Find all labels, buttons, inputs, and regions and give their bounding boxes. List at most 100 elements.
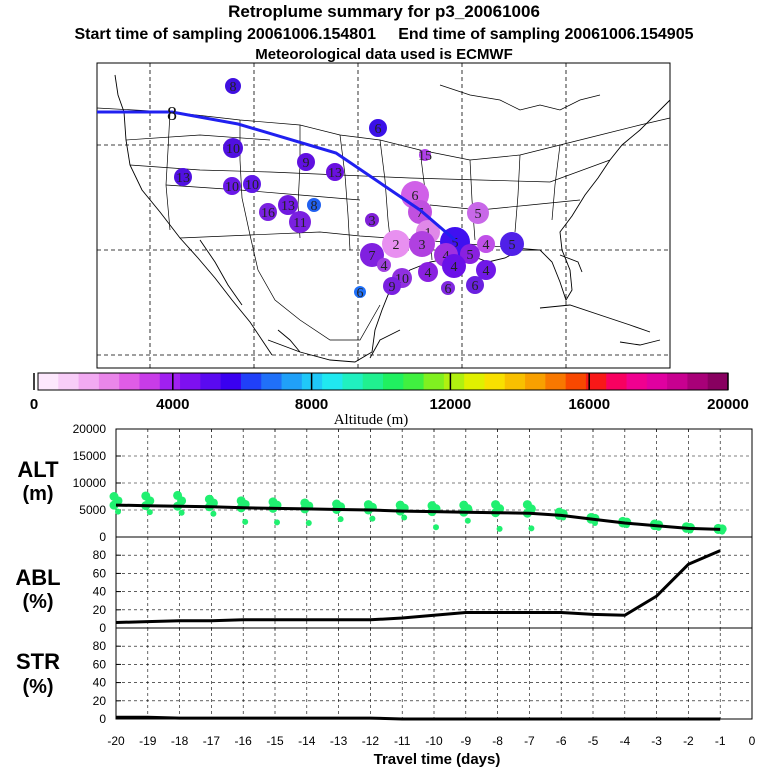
plume-marker <box>460 244 480 264</box>
plume-marker <box>289 211 311 233</box>
alt-particle-point <box>305 519 312 526</box>
x-axis-label: Travel time (days) <box>374 751 501 768</box>
x-tick-label: -2 <box>683 734 694 748</box>
plume-marker <box>243 175 261 193</box>
x-tick-label: -20 <box>107 734 125 748</box>
colorbar-tick-label: 8000 <box>295 396 328 413</box>
x-tick-label: -7 <box>524 734 535 748</box>
plume-marker-label: 6 <box>375 122 382 137</box>
colorbar-cell <box>200 373 222 390</box>
x-tick-label: -1 <box>715 734 726 748</box>
colorbar-cell <box>626 373 648 390</box>
plume-marker-label: 2 <box>393 238 400 253</box>
alt-particle-point <box>401 514 408 521</box>
plume-marker-label: 6 <box>412 189 419 204</box>
plume-marker <box>441 281 455 295</box>
plume-marker-label: 15 <box>418 149 432 164</box>
plume-marker-label: 4 <box>381 259 388 274</box>
colorbar-cell <box>159 373 181 390</box>
plume-marker-label: 5 <box>509 238 516 253</box>
plume-marker-label: 4 <box>425 266 432 281</box>
colorbar-cell <box>261 373 283 390</box>
map-borders <box>96 84 671 341</box>
plume-marker-label: 8 <box>230 80 237 95</box>
alt-particle-point <box>115 508 121 515</box>
colorbar-cell <box>443 373 465 390</box>
plume-marker <box>354 286 366 298</box>
x-tick-label: -6 <box>556 734 567 748</box>
plume-marker-label: 7 <box>417 206 424 221</box>
plume-marker <box>360 243 384 267</box>
plume-marker <box>476 260 496 280</box>
chart-title: Retroplume summary for p3_20061006 <box>228 2 540 21</box>
plume-marker <box>377 258 391 272</box>
y-tick-label: 60 <box>93 566 107 580</box>
alt-particle-point <box>369 515 376 522</box>
x-tick-label: 0 <box>749 734 756 748</box>
plume-marker-label: 5 <box>475 207 482 222</box>
colorbar-tick-label: 0 <box>30 396 38 413</box>
x-tick-label: -15 <box>266 734 284 748</box>
alt-particle-point <box>592 519 598 526</box>
map-panel: 8610913151310101316811367512355745444410… <box>96 62 671 369</box>
alt-particle-point <box>719 528 726 535</box>
x-tick-label: -5 <box>588 734 599 748</box>
plume-marker-label: 4 <box>483 238 490 253</box>
time-series-panels: 20000 15000 10000 5000 0 80 60 40 20 0 80 60 40 20 0… <box>15 422 755 768</box>
colorbar-tick-label: 20000 <box>707 396 749 413</box>
y-tick-label: 10000 <box>73 476 107 490</box>
alt-label-bottom: (m) <box>22 483 53 505</box>
plume-marker <box>418 262 438 282</box>
plume-marker <box>383 277 401 295</box>
plume-marker-label: 10 <box>245 178 259 193</box>
met-data-label: Meteorological data used is ECMWF <box>255 46 513 63</box>
colorbar-cell <box>342 373 364 390</box>
x-tick-label: -14 <box>298 734 316 748</box>
colorbar-cell <box>240 373 262 390</box>
plume-marker <box>477 235 495 253</box>
altitude-colorbar: 0 4000 8000 12000 16000 20000 Altitude (m) <box>30 372 749 428</box>
x-tick-label: -16 <box>235 734 253 748</box>
plume-track <box>97 110 456 242</box>
abl-line <box>115 549 721 624</box>
track-label: 8 <box>167 103 177 125</box>
x-tick-label: -4 <box>619 734 630 748</box>
abl-label-top: ABL <box>15 565 60 590</box>
map-coastlines <box>114 74 671 363</box>
colorbar-cell <box>403 373 425 390</box>
plume-marker-label: 3 <box>419 238 426 253</box>
x-tick-label: -10 <box>425 734 443 748</box>
plume-marker-label: 6 <box>357 286 364 301</box>
plume-marker <box>442 254 466 278</box>
y-tick-label: 0 <box>99 530 106 544</box>
plume-marker <box>409 231 435 257</box>
x-tick-label: -17 <box>203 734 221 748</box>
y-tick-label: 20 <box>93 603 107 617</box>
alt-particle-point <box>337 516 344 523</box>
plume-marker-label: 6 <box>445 282 452 297</box>
plume-marker <box>369 119 387 137</box>
colorbar-cell <box>585 373 607 390</box>
plume-marker-label: 13 <box>328 166 342 181</box>
plume-marker-label: 11 <box>293 216 306 231</box>
alt-particle-point <box>146 509 153 516</box>
alt-particle-point <box>274 519 280 526</box>
plume-marker-label: 16 <box>261 206 275 221</box>
y-tick-label: 20000 <box>73 422 107 436</box>
end-time-label: End time of sampling 20061006.154905 <box>398 26 694 43</box>
colorbar-cell <box>78 373 100 390</box>
plume-marker-label: 9 <box>303 156 310 171</box>
colorbar-cell <box>545 373 567 390</box>
plume-marker-label: 4 <box>483 264 490 279</box>
colorbar-cell <box>281 373 303 390</box>
x-tick-label: -13 <box>330 734 348 748</box>
alt-particle-point <box>528 525 535 532</box>
colorbar-cell <box>565 373 587 390</box>
colorbar-cell <box>525 373 546 390</box>
y-tick-label: 20 <box>93 694 107 708</box>
y-tick-label: 40 <box>93 585 107 599</box>
x-tick-label: -8 <box>492 734 503 748</box>
colorbar-cell <box>38 373 59 390</box>
colorbar-cell <box>362 373 384 390</box>
plume-marker <box>278 195 298 215</box>
